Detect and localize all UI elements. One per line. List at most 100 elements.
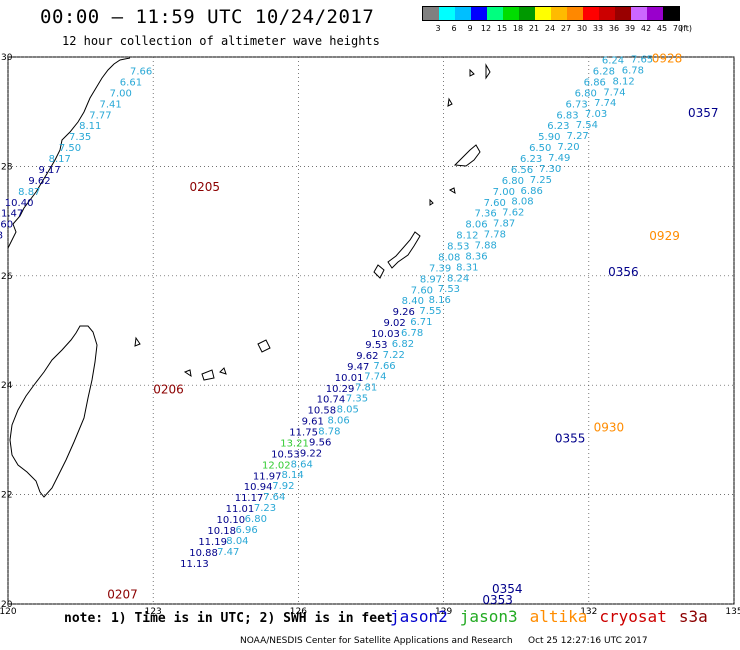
- wave-height-label: 7.39: [429, 263, 451, 274]
- wave-height-label: 5.90: [538, 132, 560, 143]
- wave-height-label: 7.66: [373, 361, 395, 372]
- wave-height-label: 6.80: [575, 88, 597, 99]
- wave-height-label: 6.71: [410, 317, 432, 328]
- wave-height-label: 8.08: [511, 197, 533, 208]
- wave-height-label: 11.97: [253, 471, 282, 482]
- wave-height-label: 7.55: [419, 306, 441, 317]
- wave-height-label: 7.88: [475, 240, 497, 251]
- color-scale-tick: 45: [656, 24, 668, 33]
- wave-height-label: 7.65: [631, 54, 653, 65]
- wave-height-label: 7.87: [493, 219, 515, 230]
- wave-height-label: 8.24: [447, 273, 469, 284]
- wave-height-label: 10.74: [317, 395, 346, 406]
- wave-height-label: 10.18: [207, 526, 236, 537]
- wave-height-label: 11.13: [180, 559, 209, 570]
- wave-height-label: 6.24: [602, 56, 624, 67]
- wave-height-label: 8.06: [465, 220, 487, 231]
- color-scale-tick: 9: [467, 24, 473, 33]
- wave-height-label: 8.78: [318, 426, 340, 437]
- wave-height-label: 11.19: [198, 537, 227, 548]
- color-scale-tick: 3: [435, 24, 441, 33]
- longitude-tick: 135: [725, 607, 740, 617]
- wave-height-label: 7.41: [99, 99, 121, 110]
- wave-height-label: 11.17: [235, 493, 264, 504]
- color-scale-tick: 33: [592, 24, 604, 33]
- color-scale-unit: (ft): [679, 24, 693, 33]
- color-swatch: [583, 7, 599, 20]
- wave-height-label: 7.00: [493, 187, 515, 198]
- wave-height-label: 7.35: [346, 394, 368, 405]
- wave-height-label: 7.00: [110, 88, 132, 99]
- islands: [134, 63, 491, 381]
- wave-height-label: 7.62: [502, 208, 524, 219]
- color-swatch: [535, 7, 551, 20]
- latitude-tick: 28: [1, 162, 13, 172]
- wave-height-label: 6.82: [392, 339, 414, 350]
- pass-time-label: 0353: [482, 593, 513, 607]
- wave-height-label: 6.78: [622, 65, 644, 76]
- footnote: note: 1) Time is in UTC; 2) SWH is in fe…: [64, 611, 393, 626]
- wave-height-label: 10.28: [0, 231, 3, 242]
- pass-time-label: 0206: [153, 382, 184, 396]
- map-grid: [7, 56, 735, 605]
- wave-height-label: 7.25: [530, 175, 552, 186]
- wave-height-label: 9.62: [356, 351, 378, 362]
- wave-height-label: 7.64: [263, 492, 285, 503]
- wave-height-label: 7.50: [59, 143, 81, 154]
- pass-time-labels: 0205 0206 0207 0928 0929 0930 0357 0356 0355 0354…: [107, 51, 718, 607]
- wave-height-label: 9.02: [383, 318, 405, 329]
- wave-height-label: 6.23: [520, 154, 542, 165]
- wave-height-label: 10.10: [217, 515, 246, 526]
- longitude-tick: 120: [0, 607, 17, 617]
- satellite-legend: jason2 jason3 altika cryosat s3a: [390, 607, 720, 626]
- wave-height-label: 9.17: [38, 165, 60, 176]
- color-swatch: [663, 7, 679, 20]
- color-swatch: [567, 7, 583, 20]
- wave-height-label: 10.53: [271, 449, 300, 460]
- color-scale-legend: 3 6 9 12 15 18 21 24 27 30 33 36 39 42 45 70 (ft): [422, 6, 692, 36]
- wave-height-label: 8.12: [456, 231, 478, 242]
- wave-height-label: 10.03: [371, 329, 400, 340]
- pass-time-label: 0930: [594, 421, 625, 435]
- wave-height-label: 7.03: [585, 109, 607, 120]
- legend-s3a: s3a: [678, 607, 708, 626]
- wave-height-label: 9.47: [347, 362, 369, 373]
- color-scale-tick: 12: [480, 24, 492, 33]
- wave-height-label: 7.78: [484, 230, 506, 241]
- wave-height-label: 6.50: [529, 143, 551, 154]
- legend-cryosat: cryosat: [599, 607, 667, 626]
- color-scale-tick: 21: [528, 24, 540, 33]
- wave-height-label: 7.74: [603, 87, 625, 98]
- wave-height-label: 6.83: [556, 110, 578, 121]
- wave-height-label: 11.75: [289, 428, 318, 439]
- pass-time-label: 0928: [652, 51, 683, 65]
- pass-time-label: 0205: [190, 180, 221, 194]
- wave-height-label: 10.40: [5, 198, 34, 209]
- wave-height-label: 6.61: [120, 77, 142, 88]
- color-swatch: [599, 7, 615, 20]
- wave-height-label: 7.27: [567, 131, 589, 142]
- wave-height-label: 7.81: [355, 383, 377, 394]
- color-scale-swatches: [422, 6, 680, 21]
- wave-height-label: 8.40: [402, 296, 424, 307]
- latitude-tick-labels: 30 28 26 24 22 20: [1, 53, 13, 610]
- wave-height-label: 9.61: [302, 417, 324, 428]
- wave-height-label: 7.74: [594, 98, 616, 109]
- wave-height-label: 8.53: [447, 242, 469, 253]
- latitude-tick: 26: [1, 272, 13, 282]
- credit-line: NOAA/NESDIS Center for Satellite Applica…: [240, 636, 513, 646]
- wave-height-label: 10.01: [335, 373, 364, 384]
- map-frame: [7, 56, 735, 605]
- wave-height-label: 7.35: [69, 132, 91, 143]
- wave-height-label: 7.74: [364, 372, 386, 383]
- wave-height-label: 9.53: [365, 340, 387, 351]
- pass-time-label: 0357: [688, 106, 719, 120]
- wave-height-label: 7.47: [217, 547, 239, 558]
- wave-height-label: 8.64: [291, 459, 313, 470]
- wave-height-label: 6.23: [547, 121, 569, 132]
- longitude-tick: 132: [580, 607, 597, 617]
- track-e-s3a: 6.246.286.866.806.736.836.235.906.506.23…: [180, 56, 624, 570]
- wave-height-label: 8.11: [79, 121, 101, 132]
- pass-time-label: 0356: [608, 265, 639, 279]
